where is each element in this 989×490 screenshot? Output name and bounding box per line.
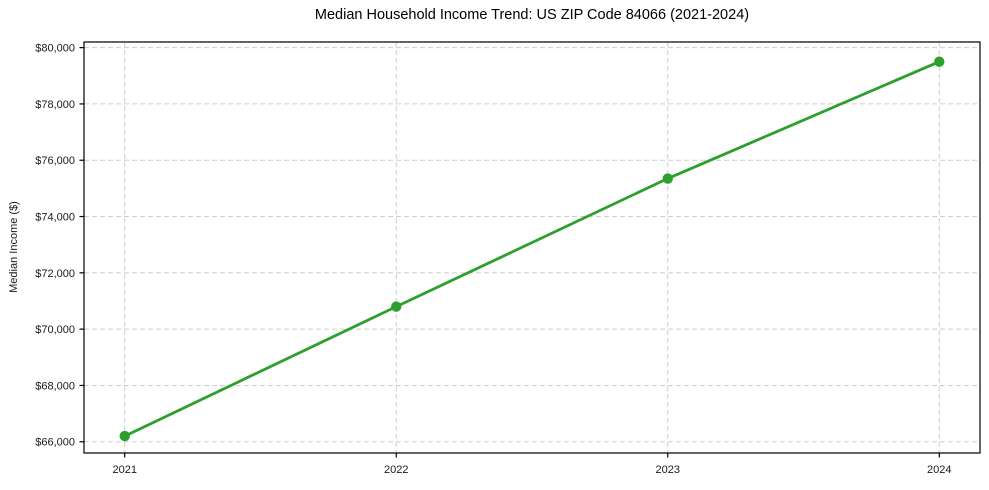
trend-line: [123, 60, 941, 438]
x-tick-label: 2021: [112, 464, 136, 476]
y-tick-label: $70,000: [35, 324, 75, 336]
y-tick-label: $66,000: [35, 437, 75, 449]
x-tick-label: 2023: [656, 464, 680, 476]
plot-border: [83, 41, 981, 454]
y-tick-label: $76,000: [35, 155, 75, 167]
x-tick-label: 2022: [384, 464, 408, 476]
data-point-2024: [934, 56, 945, 67]
data-point-2023: [662, 173, 673, 184]
y-tick-label: $78,000: [35, 99, 75, 111]
x-tick-label: 2024: [927, 464, 951, 476]
y-tick-label: $68,000: [35, 380, 75, 392]
y-tick-label: $74,000: [35, 212, 75, 224]
chart-title: Median Household Income Trend: US ZIP Co…: [314, 7, 750, 23]
y-tick-label: $80,000: [35, 43, 75, 55]
y-tick-label: $72,000: [35, 268, 75, 280]
data-point-2022: [391, 301, 402, 312]
data-point-2021: [119, 430, 130, 442]
